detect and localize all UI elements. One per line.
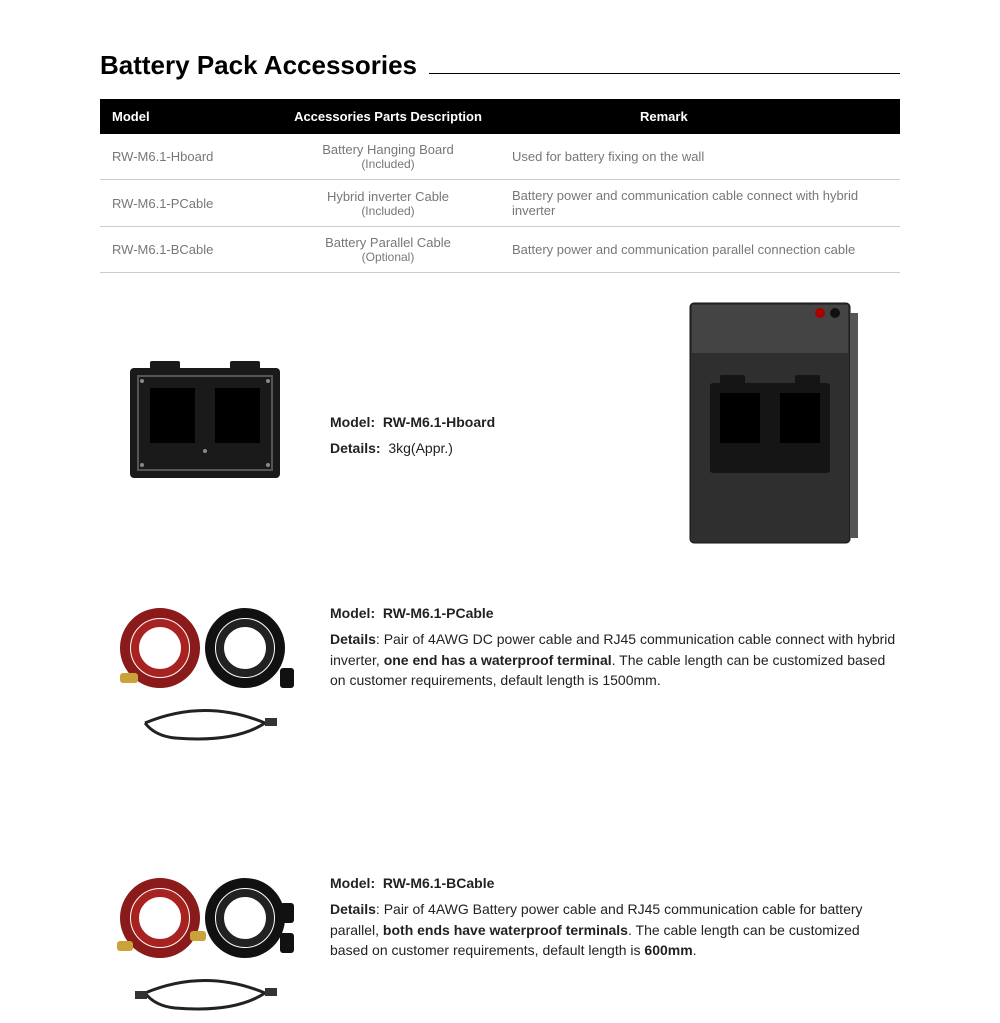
model-value: RW-M6.1-BCable <box>383 875 494 891</box>
cell-desc: Battery Hanging Board(Included) <box>276 134 500 180</box>
cell-model: RW-M6.1-Hboard <box>100 134 276 180</box>
hboard-info: Model: RW-M6.1-Hboard Details: 3kg(Appr.… <box>330 382 640 465</box>
details-label: Details: <box>330 440 381 456</box>
model-label: Model: <box>330 414 375 430</box>
hboard-image <box>100 353 330 493</box>
details-post2: . <box>693 942 697 958</box>
battery-mounted-image <box>640 293 900 553</box>
cell-remark: Used for battery fixing on the wall <box>500 134 900 180</box>
bcable-info: Model: RW-M6.1-BCable Details: Pair of 4… <box>330 873 900 966</box>
pcable-image <box>100 603 330 753</box>
th-desc: Accessories Parts Description <box>276 99 500 134</box>
product-pcable: Model: RW-M6.1-PCable Details: Pair of 4… <box>100 603 900 753</box>
table-row: RW-M6.1-PCableHybrid inverter Cable(Incl… <box>100 180 900 227</box>
accessories-table: Model Accessories Parts Description Rema… <box>100 99 900 273</box>
title-underline <box>429 73 900 74</box>
table-row: RW-M6.1-BCableBattery Parallel Cable(Opt… <box>100 227 900 273</box>
cell-remark: Battery power and communication cable co… <box>500 180 900 227</box>
model-value: RW-M6.1-PCable <box>383 605 494 621</box>
th-remark: Remark <box>500 99 900 134</box>
details-bold2: 600mm <box>644 942 692 958</box>
page-title: Battery Pack Accessories <box>100 50 417 81</box>
details-bold: both ends have waterproof terminals <box>383 922 628 938</box>
bcable-image <box>100 873 330 1023</box>
pcable-info: Model: RW-M6.1-PCable Details: Pair of 4… <box>330 603 900 696</box>
model-label: Model: <box>330 875 375 891</box>
table-row: RW-M6.1-HboardBattery Hanging Board(Incl… <box>100 134 900 180</box>
product-hboard: Model: RW-M6.1-Hboard Details: 3kg(Appr.… <box>100 293 900 553</box>
th-model: Model <box>100 99 276 134</box>
cell-model: RW-M6.1-PCable <box>100 180 276 227</box>
cell-desc: Battery Parallel Cable(Optional) <box>276 227 500 273</box>
details-label: Details <box>330 631 376 647</box>
product-bcable: Model: RW-M6.1-BCable Details: Pair of 4… <box>100 873 900 1023</box>
details-value: 3kg(Appr.) <box>388 440 453 456</box>
title-row: Battery Pack Accessories <box>100 50 900 81</box>
details-bold: one end has a waterproof terminal <box>384 652 612 668</box>
model-value: RW-M6.1-Hboard <box>383 414 495 430</box>
model-label: Model: <box>330 605 375 621</box>
cell-desc: Hybrid inverter Cable(Included) <box>276 180 500 227</box>
cell-remark: Battery power and communication parallel… <box>500 227 900 273</box>
cell-model: RW-M6.1-BCable <box>100 227 276 273</box>
details-label: Details <box>330 901 376 917</box>
